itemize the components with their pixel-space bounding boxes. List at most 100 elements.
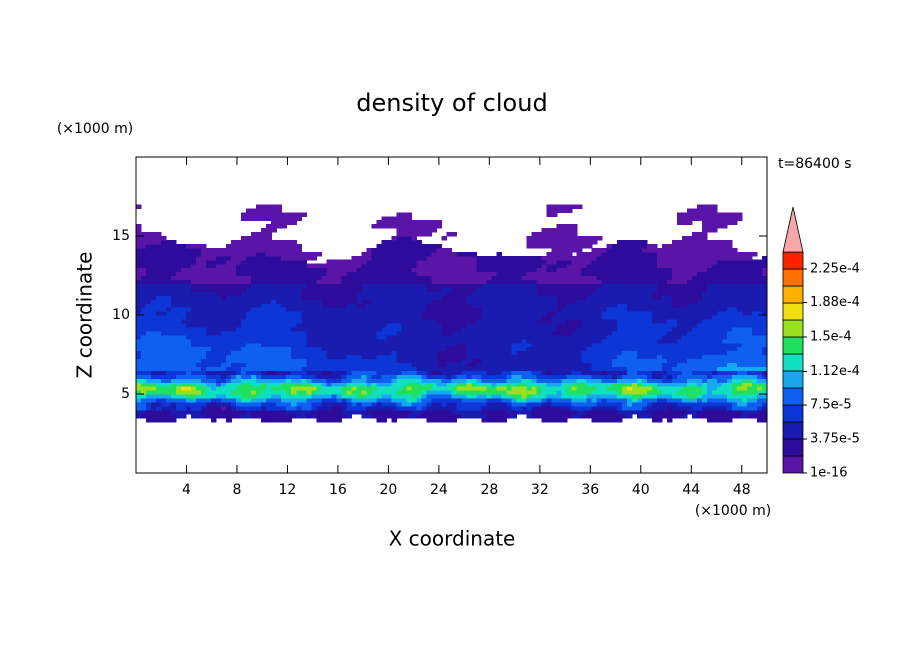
contour-cell (576, 350, 583, 356)
contour-cell (501, 283, 508, 288)
contour-cell (681, 311, 688, 316)
contour-cell (401, 326, 408, 332)
contour-cell (386, 330, 393, 336)
contour-cell (581, 397, 588, 403)
contour-cell (166, 275, 172, 281)
contour-cell (236, 307, 242, 312)
contour-cell (241, 236, 247, 241)
contour-cell (146, 342, 152, 348)
contour-cell (526, 275, 533, 281)
contour-cell (256, 303, 262, 308)
contour-cell (171, 318, 177, 324)
contour-cell (661, 251, 668, 257)
contour-cell (231, 346, 237, 352)
contour-cell (576, 397, 583, 403)
contour-cell (206, 291, 212, 296)
contour-cell (141, 263, 147, 269)
contour-cell (241, 271, 247, 277)
contour-cell (186, 362, 192, 367)
contour-cell (426, 263, 433, 269)
contour-cell (231, 315, 237, 320)
contour-cell (481, 303, 488, 308)
contour-cell (656, 409, 663, 415)
contour-cell (491, 307, 498, 312)
contour-cell (641, 397, 648, 403)
contour-cell (566, 334, 573, 340)
contour-cell (611, 370, 618, 375)
contour-cell (251, 405, 257, 411)
contour-cell (246, 378, 252, 383)
contour-cell (341, 374, 347, 379)
contour-cell (136, 283, 142, 288)
contour-cell (246, 212, 252, 217)
contour-cell (306, 295, 312, 300)
contour-cell (246, 390, 252, 395)
contour-cell (381, 338, 387, 344)
contour-cell (471, 405, 478, 411)
contour-cell (426, 279, 433, 284)
contour-cell (586, 283, 593, 288)
contour-cell (571, 299, 578, 304)
contour-cell (371, 255, 377, 261)
contour-cell (316, 326, 322, 332)
contour-cell (401, 382, 408, 387)
contour-cell (446, 342, 453, 348)
contour-cell (156, 370, 162, 375)
contour-cell (196, 370, 202, 375)
contour-cell (416, 275, 423, 281)
contour-cell (461, 326, 468, 332)
contour-cell (486, 366, 493, 371)
contour-cell (576, 326, 583, 332)
contour-cell (176, 374, 182, 379)
contour-cell (226, 315, 232, 320)
contour-cell (511, 382, 518, 387)
contour-cell (166, 259, 172, 265)
contour-cell (396, 291, 403, 296)
contour-cell (301, 279, 307, 284)
contour-cell (381, 405, 387, 411)
contour-cell (291, 330, 297, 336)
contour-cell (151, 386, 157, 391)
contour-cell (676, 409, 683, 415)
contour-cell (301, 401, 307, 407)
contour-cell (541, 338, 548, 344)
contour-cell (526, 311, 533, 316)
contour-cell (191, 405, 197, 411)
contour-cell (506, 322, 513, 328)
contour-cell (571, 232, 578, 237)
contour-cell (636, 271, 643, 277)
contour-cell (371, 271, 377, 277)
contour-cell (386, 334, 393, 340)
contour-cell (461, 263, 468, 269)
contour-cell (591, 303, 598, 308)
contour-cell (616, 287, 623, 292)
contour-cell (591, 326, 598, 332)
contour-cell (156, 232, 162, 237)
contour-cell (631, 330, 638, 336)
contour-cell (581, 374, 588, 379)
contour-cell (196, 303, 202, 308)
contour-cell (316, 330, 322, 336)
contour-cell (286, 326, 292, 332)
contour-cell (631, 370, 638, 375)
contour-cell (536, 401, 543, 407)
contour-cell (681, 405, 688, 411)
contour-cell (441, 374, 448, 379)
contour-cell (676, 267, 683, 273)
contour-cell (196, 295, 202, 300)
contour-cell (201, 397, 207, 403)
contour-cell (341, 409, 347, 415)
contour-cell (351, 405, 357, 411)
contour-cell (321, 303, 327, 308)
contour-cell (366, 271, 372, 277)
contour-cell (136, 251, 142, 257)
contour-cell (466, 318, 473, 324)
contour-cell (546, 271, 553, 277)
contour-cell (491, 338, 498, 344)
contour-cell (536, 405, 543, 411)
contour-cell (446, 366, 453, 371)
contour-cell (571, 401, 578, 407)
contour-cell (371, 247, 377, 253)
contour-cell (486, 362, 493, 367)
contour-cell (626, 354, 633, 360)
